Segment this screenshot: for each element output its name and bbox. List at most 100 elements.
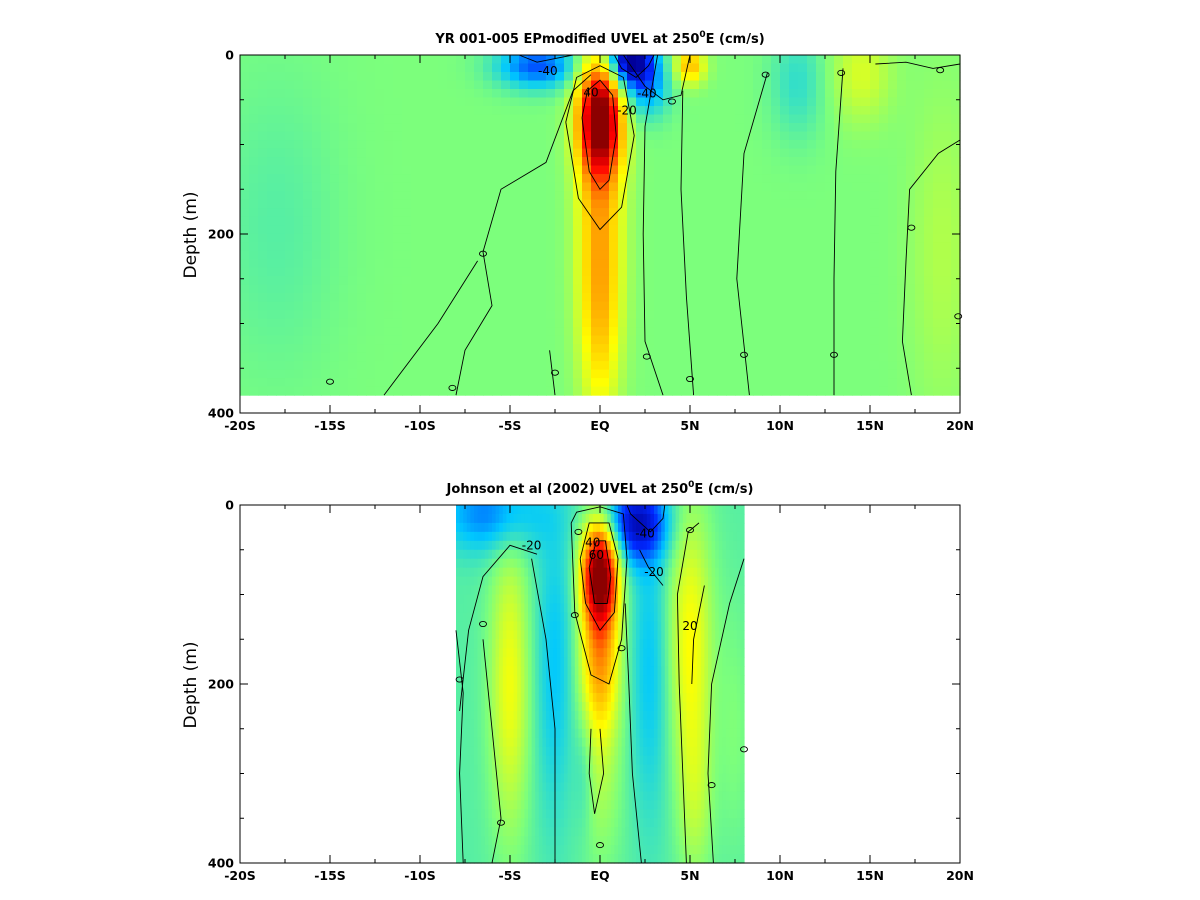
heat-cell	[506, 791, 511, 801]
heat-cell	[488, 773, 493, 784]
heat-cell	[897, 242, 907, 252]
heat-cell	[699, 233, 709, 243]
heat-cell	[477, 594, 482, 605]
heat-cell	[495, 648, 500, 658]
heat-cell	[567, 505, 572, 515]
heat-cell	[510, 276, 520, 286]
heat-cell	[519, 361, 529, 371]
heat-cell	[564, 549, 569, 560]
heat-cell	[924, 165, 934, 175]
heat-cell	[537, 114, 547, 124]
heat-cell	[240, 97, 250, 107]
heat-cell	[843, 250, 853, 260]
heat-cell	[447, 63, 457, 73]
heat-cell	[942, 72, 952, 82]
heat-cell	[681, 250, 691, 260]
heat-cell	[603, 612, 608, 622]
heat-cell	[483, 63, 493, 73]
heat-cell	[870, 63, 880, 73]
heat-cell	[708, 157, 718, 167]
heat-cell	[321, 352, 331, 362]
heat-cell	[537, 174, 547, 184]
heat-cell	[627, 369, 637, 379]
heat-cell	[420, 182, 430, 192]
heat-cell	[495, 585, 500, 596]
heat-cell	[589, 737, 594, 748]
heat-cell	[582, 131, 592, 141]
heat-cell	[546, 259, 556, 269]
heat-cell	[717, 165, 727, 175]
heat-cell	[879, 165, 889, 175]
heat-cell	[546, 157, 556, 167]
heat-cell	[744, 80, 754, 90]
heat-cell	[735, 352, 745, 362]
heat-cell	[560, 513, 565, 524]
heat-cell	[477, 854, 482, 864]
heat-cell	[555, 352, 565, 362]
heat-cell	[240, 284, 250, 294]
heat-cell	[924, 310, 934, 320]
heat-cell	[555, 208, 565, 218]
heat-cell	[578, 576, 583, 587]
y-tick-label: 400	[208, 406, 234, 421]
heat-cell	[366, 250, 376, 260]
heat-cell	[456, 621, 461, 631]
heat-cell	[402, 80, 412, 90]
heat-cell	[240, 369, 250, 379]
heat-cell	[429, 369, 439, 379]
heat-cell	[499, 746, 504, 757]
heat-cell	[538, 692, 543, 703]
heat-cell	[520, 666, 525, 676]
heat-cell	[789, 233, 799, 243]
heat-cell	[564, 773, 569, 784]
heat-cell	[535, 540, 540, 551]
heat-cell	[528, 657, 533, 667]
heat-cell	[339, 123, 349, 133]
heat-cell	[456, 531, 461, 542]
heat-cell	[535, 809, 540, 819]
heat-cell	[915, 123, 925, 133]
heat-cell	[465, 55, 475, 65]
heat-cell	[339, 318, 349, 328]
heat-cell	[348, 72, 358, 82]
heat-cell	[510, 764, 515, 775]
heat-cell	[510, 728, 515, 739]
heat-cell	[502, 505, 507, 515]
heat-cell	[951, 284, 961, 294]
heat-cell	[564, 621, 569, 631]
heat-cell	[537, 310, 547, 320]
heat-cell	[312, 80, 322, 90]
heat-cell	[499, 791, 504, 801]
heat-cell	[240, 276, 250, 286]
heat-cell	[267, 301, 277, 311]
heat-cell	[474, 505, 479, 515]
heat-cell	[556, 513, 561, 524]
heat-cell	[519, 216, 529, 226]
heat-cell	[906, 191, 916, 201]
contour-line	[581, 79, 617, 191]
heat-cell	[488, 639, 493, 649]
heat-cell	[834, 250, 844, 260]
heat-cell	[560, 719, 565, 730]
heat-cell	[466, 773, 471, 784]
heat-cell	[402, 140, 412, 150]
heat-cell	[924, 148, 934, 158]
heat-cell	[285, 293, 295, 303]
heat-cell	[654, 216, 664, 226]
heat-cell	[556, 692, 561, 703]
heat-cell	[906, 216, 916, 226]
heat-cell	[483, 386, 493, 396]
heat-cell	[744, 233, 754, 243]
heat-cell	[484, 576, 489, 587]
heat-cell	[645, 327, 655, 337]
heat-cell	[546, 764, 551, 775]
heat-cell	[420, 114, 430, 124]
heat-cell	[942, 182, 952, 192]
heat-cell	[699, 267, 709, 277]
heat-cell	[520, 594, 525, 605]
heat-cell	[555, 318, 565, 328]
heat-cell	[578, 710, 583, 721]
heat-cell	[506, 612, 511, 622]
heat-cell	[645, 182, 655, 192]
heat-cell	[762, 293, 772, 303]
